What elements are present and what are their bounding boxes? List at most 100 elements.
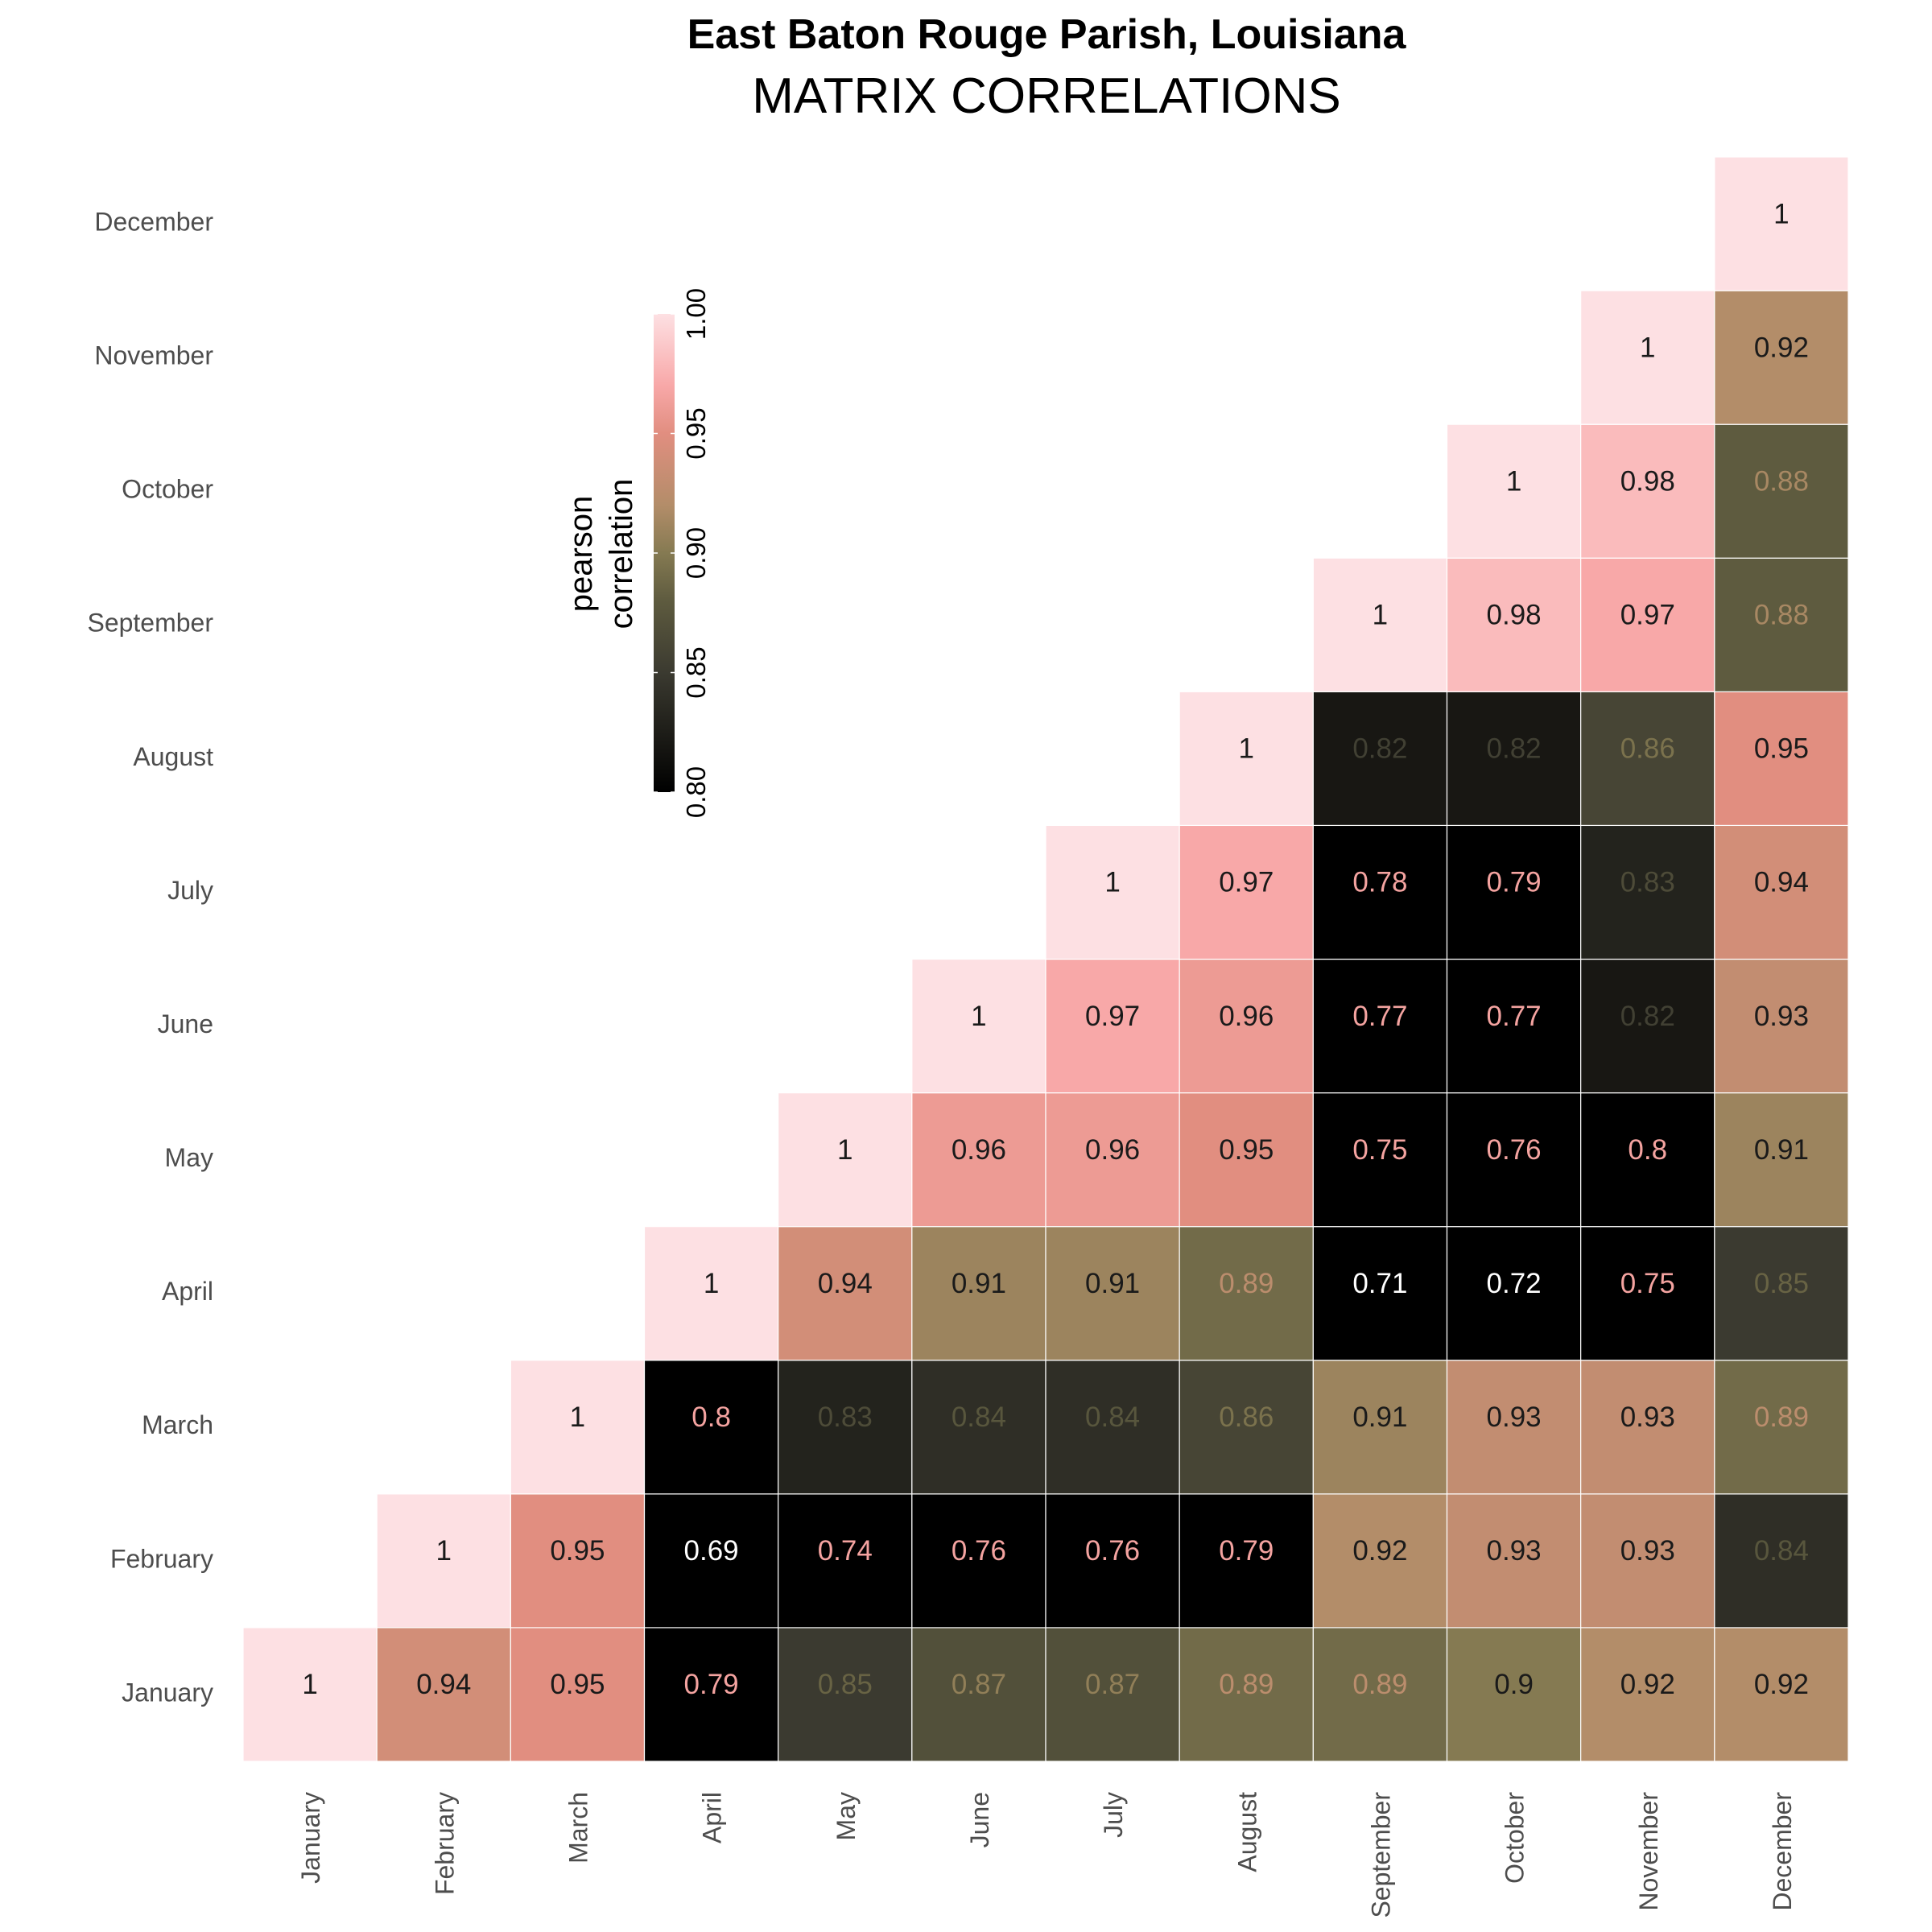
heatmap-cell-label: 0.95 <box>1219 1134 1274 1166</box>
heatmap-cell-label: 0.94 <box>416 1669 471 1700</box>
heatmap-cell-label: 0.86 <box>1219 1402 1274 1433</box>
heatmap-cell-march-august <box>1179 1360 1314 1495</box>
heatmap-cell-february-august <box>1179 1493 1314 1629</box>
y-tick-label-august: August <box>133 742 213 771</box>
heatmap-cell-label: 0.83 <box>1620 867 1675 898</box>
heatmap-cell-label: 0.8 <box>691 1402 731 1433</box>
x-tick-label-january: January <box>296 1792 325 1884</box>
y-tick-label-november: November <box>94 341 213 370</box>
heatmap-cell-november-december <box>1714 290 1849 425</box>
heatmap-cell-july-december <box>1714 824 1849 960</box>
heatmap-cell-label: 0.76 <box>952 1535 1006 1567</box>
heatmap-cell-label: 1 <box>971 1001 986 1032</box>
heatmap-cell-january-october <box>1446 1627 1582 1762</box>
heatmap-cell-september-october <box>1446 557 1582 692</box>
heatmap-cell-january-december <box>1714 1627 1849 1762</box>
heatmap-cell-may-september <box>1312 1092 1448 1228</box>
heatmap-cell-label: 0.76 <box>1085 1535 1140 1567</box>
heatmap-cell-label: 0.92 <box>1754 332 1809 363</box>
heatmap-cell-label: 0.69 <box>684 1535 739 1567</box>
heatmap-cell-june-december <box>1714 958 1849 1094</box>
legend-tick-label: 0.80 <box>681 766 711 818</box>
heatmap-cell-july-august <box>1179 824 1314 960</box>
heatmap-cell-label: 1 <box>1239 733 1254 765</box>
heatmap-cell-july-november <box>1580 824 1715 960</box>
y-tick-label-april: April <box>162 1277 213 1306</box>
heatmap-cell-march-april <box>643 1360 779 1495</box>
x-tick-label-august: August <box>1232 1792 1261 1872</box>
color-legend: 0.80 0.85 0.90 0.95 1.00 pearson correlation <box>564 288 711 818</box>
y-tick-label-june: June <box>158 1009 213 1038</box>
heatmap-cell-may-november <box>1580 1092 1715 1228</box>
heatmap-cell-january-may <box>778 1627 913 1762</box>
heatmap-cell-label: 0.91 <box>1352 1402 1407 1433</box>
heatmap-cell-january-january <box>242 1627 378 1762</box>
heatmap-cell-february-june <box>911 1493 1046 1629</box>
heatmap-cell-label: 0.89 <box>1219 1669 1274 1700</box>
y-tick-label-may: May <box>165 1143 213 1172</box>
chart-title: East Baton Rouge Parish, Louisiana <box>687 11 1407 58</box>
heatmap-cell-february-october <box>1446 1493 1582 1629</box>
heatmap-cell-label: 0.89 <box>1754 1402 1809 1433</box>
x-tick-label-september: September <box>1366 1792 1395 1918</box>
heatmap-cell-label: 0.8 <box>1628 1134 1667 1166</box>
heatmap-cell-label: 0.85 <box>818 1669 873 1700</box>
y-tick-label-september: September <box>87 609 213 638</box>
x-axis-labels: January February March April May June July Augu… <box>296 1792 1797 1918</box>
heatmap-cell-label: 0.94 <box>1754 867 1809 898</box>
y-tick-label-january: January <box>122 1678 213 1707</box>
heatmap-cell-label: 1 <box>704 1268 719 1299</box>
heatmap-cell-april-july <box>1045 1226 1180 1361</box>
heatmap-cell-label: 0.95 <box>1754 733 1809 765</box>
heatmap-cell-label: 0.89 <box>1219 1268 1274 1299</box>
heatmap-cell-may-july <box>1045 1092 1180 1228</box>
heatmap-cell-january-august <box>1179 1627 1314 1762</box>
heatmap-cell-april-december <box>1714 1226 1849 1361</box>
heatmap-cell-december-december <box>1714 156 1849 291</box>
heatmap-cell-label: 0.9 <box>1494 1669 1534 1700</box>
heatmap-cell-label: 0.91 <box>952 1268 1006 1299</box>
heatmap-cell-march-december <box>1714 1360 1849 1495</box>
heatmap-cell-label: 0.79 <box>1219 1535 1274 1567</box>
heatmap-cell-june-september <box>1312 958 1448 1094</box>
heatmap-cell-label: 0.89 <box>1352 1669 1407 1700</box>
legend-title-line-1: pearson <box>564 496 599 613</box>
heatmap-cell-label: 0.84 <box>1754 1535 1809 1567</box>
heatmap-cell-label: 1 <box>1104 867 1120 898</box>
heatmap-cell-july-july <box>1045 824 1180 960</box>
heatmap-cell-label: 0.86 <box>1620 733 1675 765</box>
y-tick-label-march: March <box>142 1410 213 1439</box>
x-tick-label-may: May <box>832 1792 861 1840</box>
heatmap-cell-label: 0.98 <box>1487 600 1542 631</box>
heatmap-cell-label: 1 <box>837 1134 852 1166</box>
heatmap-cell-may-october <box>1446 1092 1582 1228</box>
y-tick-label-july: July <box>167 876 213 905</box>
heatmap-cell-september-november <box>1580 557 1715 692</box>
x-tick-label-april: April <box>698 1792 727 1843</box>
heatmap-cell-may-december <box>1714 1092 1849 1228</box>
heatmap-cell-september-september <box>1312 557 1448 692</box>
heatmap-cell-label: 1 <box>1373 600 1388 631</box>
heatmap-cell-label: 0.92 <box>1352 1535 1407 1567</box>
heatmap-cell-may-may <box>778 1092 913 1228</box>
heatmap-cell-label: 1 <box>302 1669 317 1700</box>
legend-ticks: 0.80 0.85 0.90 0.95 1.00 <box>654 288 711 818</box>
heatmap-cell-february-february <box>376 1493 511 1629</box>
heatmap-cell-label: 0.87 <box>952 1669 1006 1700</box>
legend-title-line-2: correlation <box>604 479 639 630</box>
heatmap-cell-label: 0.88 <box>1754 465 1809 497</box>
heatmap-cell-april-april <box>643 1226 779 1361</box>
heatmap-cell-april-september <box>1312 1226 1448 1361</box>
heatmap-cell-label: 0.82 <box>1620 1001 1675 1032</box>
legend-tick-label: 1.00 <box>681 288 711 340</box>
heatmap-cell-label: 0.91 <box>1754 1134 1809 1166</box>
heatmap-cell-february-july <box>1045 1493 1180 1629</box>
heatmap-cell-label: 0.96 <box>1219 1001 1274 1032</box>
heatmap-cell-label: 0.74 <box>818 1535 873 1567</box>
heatmap-cell-january-july <box>1045 1627 1180 1762</box>
heatmap-cell-label: 1 <box>1640 332 1655 363</box>
heatmap-cell-july-october <box>1446 824 1582 960</box>
heatmap-cell-label: 0.85 <box>1754 1268 1809 1299</box>
heatmap-cell-label: 1 <box>1506 465 1521 497</box>
